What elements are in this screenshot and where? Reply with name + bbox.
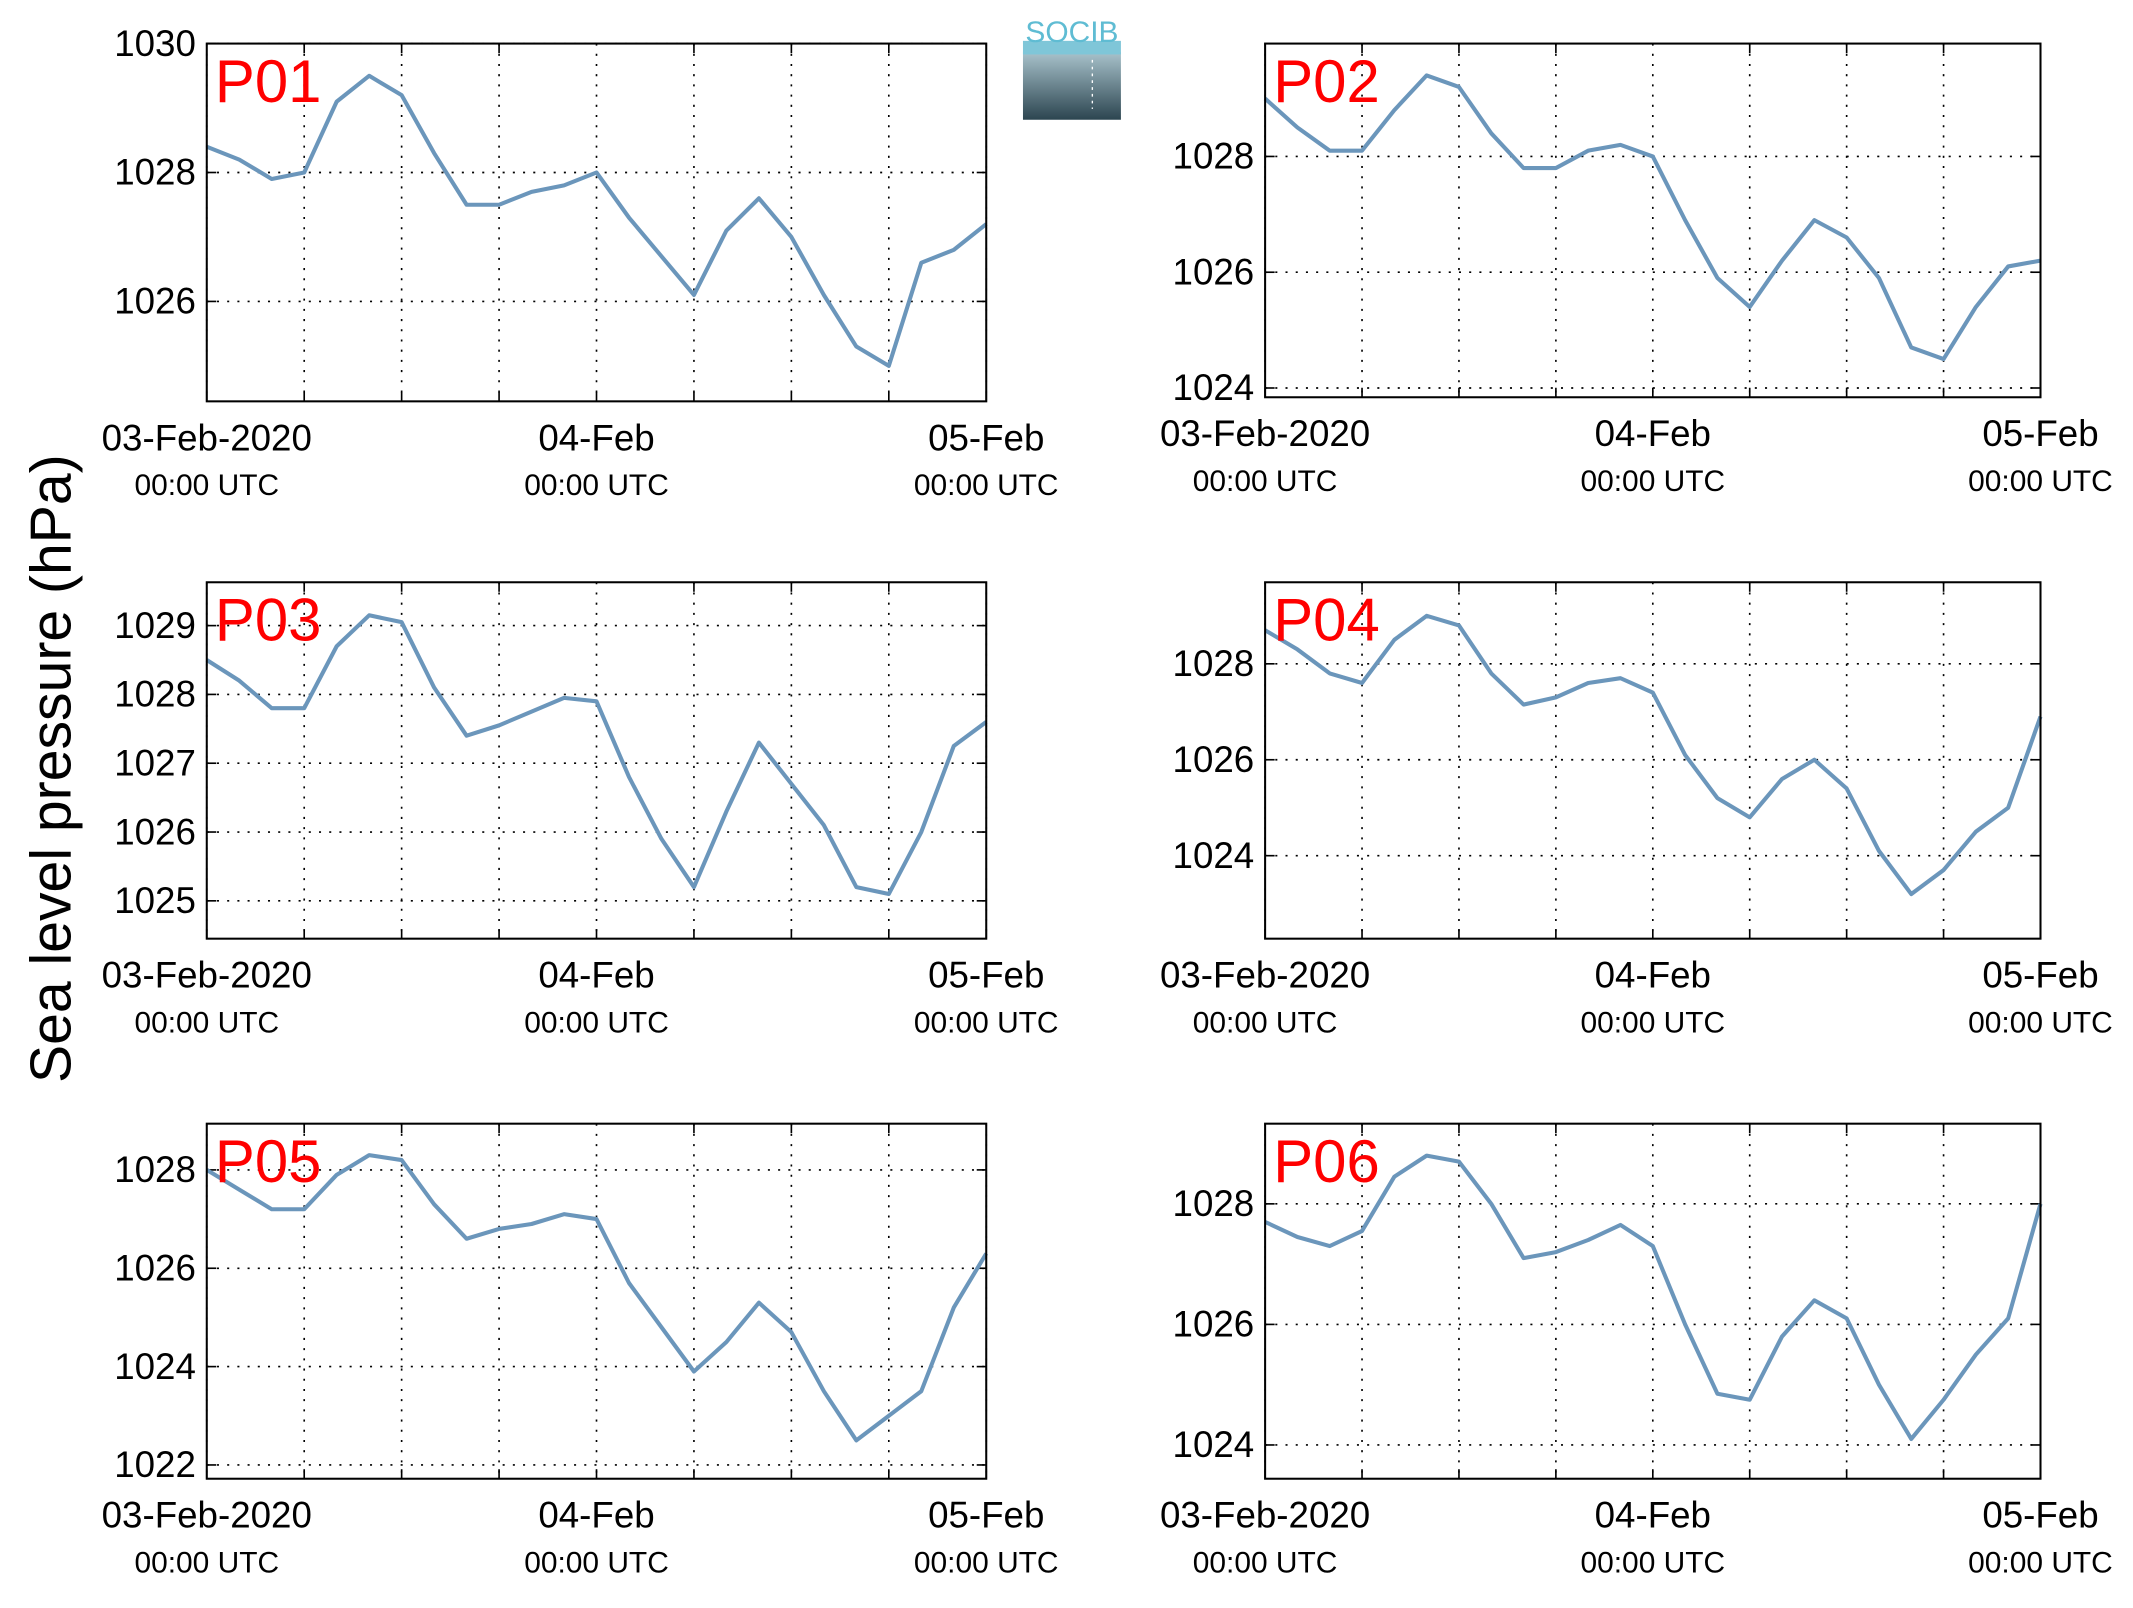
data-line <box>205 613 988 896</box>
data-line <box>1264 1153 2043 1441</box>
x-tick-sublabel: 00:00 UTC <box>524 1007 669 1040</box>
axes-frame <box>1264 581 2042 940</box>
x-tick-sublabel: 00:00 UTC <box>134 1547 279 1580</box>
x-tick-label: 03-Feb-2020 <box>102 955 312 996</box>
x-tick-label: 03-Feb-2020 <box>1160 1495 1370 1536</box>
x-tick-label: 05-Feb <box>928 955 1044 996</box>
y-tick-label: 1024 <box>1173 367 1255 408</box>
x-tick-sublabel: 00:00 UTC <box>134 469 279 502</box>
panel: 1025 1026 1027 1028 1029 03-Feb-2020 00:00 UTC… <box>102 581 1059 1040</box>
x-tick-sublabel: 00:00 UTC <box>1968 1547 2113 1580</box>
y-tick-label: 1028 <box>114 152 196 193</box>
axes-frame <box>1264 42 2042 399</box>
y-tick-label: 1025 <box>114 880 196 921</box>
x-tick-sublabel: 00:00 UTC <box>914 1007 1059 1040</box>
x-tick-sublabel: 00:00 UTC <box>914 469 1059 502</box>
x-tick-label: 05-Feb <box>1982 413 2098 454</box>
y-tick-label: 1027 <box>114 742 196 783</box>
x-tick-label: 05-Feb <box>928 1495 1044 1536</box>
x-tick-label: 05-Feb <box>928 417 1044 458</box>
y-tick-label: 1029 <box>114 605 196 646</box>
panel: 1024 1026 1028 03-Feb-2020 00:00 UTC 04-Feb 00… <box>1160 581 2113 1040</box>
panel: 1024 1026 1028 03-Feb-2020 00:00 UTC 04-Feb 00… <box>1160 1122 2113 1580</box>
data-line <box>205 1153 988 1443</box>
plot-area <box>206 1123 987 1479</box>
logo-box <box>1022 51 1121 120</box>
y-tick-label: 1026 <box>1173 251 1255 292</box>
axes-frame <box>1264 1122 2042 1480</box>
x-tick-sublabel: 00:00 UTC <box>1193 465 1338 498</box>
logo-text: SOCIB <box>1025 16 1118 49</box>
x-tick-label: 05-Feb <box>1982 1495 2098 1536</box>
y-tick-label: 1030 <box>114 23 196 64</box>
panel-title: P03 <box>215 587 321 654</box>
axes-frame <box>205 42 988 403</box>
y-tick-label: 1026 <box>1173 1304 1255 1345</box>
panel-title: P05 <box>215 1128 321 1195</box>
logo: SOCIB <box>1022 16 1121 120</box>
logo-wave <box>1022 40 1121 55</box>
axes-frame <box>205 581 988 940</box>
plot-area <box>206 582 987 939</box>
x-tick-label: 04-Feb <box>1595 955 1711 996</box>
y-tick-label: 1026 <box>114 1247 196 1288</box>
panel-title: P04 <box>1273 587 1379 654</box>
y-tick-label: 1022 <box>114 1444 196 1485</box>
x-tick-sublabel: 00:00 UTC <box>1968 465 2113 498</box>
y-tick-label: 1028 <box>114 1149 196 1190</box>
x-tick-sublabel: 00:00 UTC <box>914 1547 1059 1580</box>
x-tick-sublabel: 00:00 UTC <box>1580 465 1725 498</box>
y-tick-label: 1028 <box>1173 136 1255 177</box>
x-tick-sublabel: 00:00 UTC <box>524 469 669 502</box>
x-tick-sublabel: 00:00 UTC <box>134 1007 279 1040</box>
data-line <box>1264 613 2043 897</box>
panel: 1024 1026 1028 03-Feb-2020 00:00 UTC 04-Feb 00… <box>1160 42 2113 498</box>
x-tick-label: 04-Feb <box>1595 1495 1711 1536</box>
panel-title: P01 <box>215 48 321 115</box>
x-tick-label: 04-Feb <box>538 417 654 458</box>
y-tick-label: 1026 <box>1173 739 1255 780</box>
y-tick-label: 1026 <box>114 281 196 322</box>
y-tick-label: 1024 <box>1173 1424 1255 1465</box>
x-tick-label: 04-Feb <box>538 955 654 996</box>
x-tick-sublabel: 00:00 UTC <box>1193 1547 1338 1580</box>
x-tick-label: 03-Feb-2020 <box>102 1495 312 1536</box>
y-tick-label: 1026 <box>114 811 196 852</box>
data-line <box>1263 73 2041 362</box>
x-tick-sublabel: 00:00 UTC <box>1193 1007 1338 1040</box>
x-tick-label: 04-Feb <box>538 1495 654 1536</box>
plot-area <box>206 43 987 402</box>
x-tick-sublabel: 00:00 UTC <box>1580 1547 1725 1580</box>
x-tick-label: 05-Feb <box>1982 955 2098 996</box>
y-axis-label: Sea level pressure (hPa) <box>20 454 84 1083</box>
y-tick-label: 1024 <box>1173 835 1255 876</box>
y-tick-label: 1028 <box>1173 1183 1255 1224</box>
panel: 1026 1028 1030 03-Feb-2020 00:00 UTC 04-Feb 00… <box>102 23 1059 502</box>
axes-frame <box>205 1122 988 1480</box>
data-line <box>206 73 988 368</box>
panel-title: P06 <box>1273 1128 1379 1195</box>
y-tick-label: 1024 <box>114 1346 196 1387</box>
x-tick-label: 03-Feb-2020 <box>1160 413 1370 454</box>
x-tick-label: 03-Feb-2020 <box>1160 955 1370 996</box>
x-tick-label: 03-Feb-2020 <box>102 417 312 458</box>
plot-area <box>1265 43 2041 398</box>
x-tick-sublabel: 00:00 UTC <box>524 1547 669 1580</box>
x-tick-sublabel: 00:00 UTC <box>1968 1007 2113 1040</box>
x-tick-sublabel: 00:00 UTC <box>1580 1007 1725 1040</box>
y-tick-label: 1028 <box>1173 643 1255 684</box>
x-tick-label: 04-Feb <box>1595 413 1711 454</box>
panel: 1022 1024 1026 1028 03-Feb-2020 00:00 UTC 04-F… <box>102 1122 1059 1580</box>
panel-title: P02 <box>1273 48 1379 115</box>
y-tick-label: 1028 <box>114 674 196 715</box>
